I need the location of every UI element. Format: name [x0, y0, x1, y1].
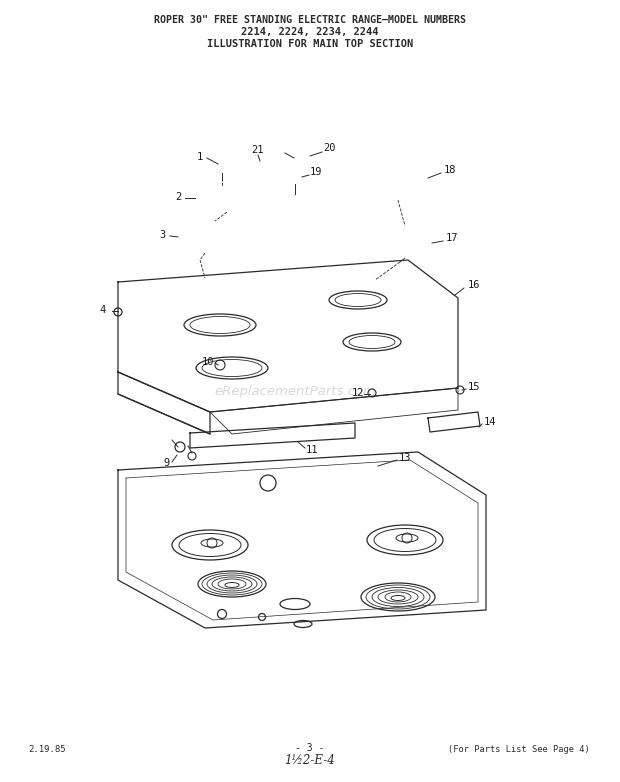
Text: 14: 14 — [484, 417, 496, 427]
Text: 12: 12 — [352, 388, 365, 398]
Text: eReplacementParts.com: eReplacementParts.com — [214, 386, 376, 399]
Text: 1½2-E-4: 1½2-E-4 — [285, 754, 335, 766]
Text: 2.19.85: 2.19.85 — [28, 745, 66, 755]
Text: 19: 19 — [310, 167, 322, 177]
Text: 2214, 2224, 2234, 2244: 2214, 2224, 2234, 2244 — [241, 27, 379, 37]
Text: 1: 1 — [197, 152, 203, 162]
Text: 11: 11 — [306, 445, 318, 455]
Text: 20: 20 — [324, 143, 336, 153]
Text: 16: 16 — [467, 280, 481, 290]
Text: 17: 17 — [446, 233, 458, 243]
Text: 13: 13 — [399, 453, 411, 463]
Text: 3: 3 — [159, 230, 165, 240]
Text: - 3 -: - 3 - — [295, 743, 325, 753]
Text: 4: 4 — [100, 305, 106, 315]
Text: ILLUSTRATION FOR MAIN TOP SECTION: ILLUSTRATION FOR MAIN TOP SECTION — [207, 39, 413, 49]
Text: 9: 9 — [164, 458, 170, 468]
Text: ROPER 30" FREE STANDING ELECTRIC RANGE—MODEL NUMBERS: ROPER 30" FREE STANDING ELECTRIC RANGE—M… — [154, 15, 466, 25]
Text: 21: 21 — [252, 145, 264, 155]
Text: (For Parts List See Page 4): (For Parts List See Page 4) — [448, 745, 590, 755]
Text: 15: 15 — [467, 382, 481, 392]
Text: 2: 2 — [175, 192, 181, 202]
Text: 10: 10 — [202, 357, 215, 367]
Text: 18: 18 — [444, 165, 456, 175]
